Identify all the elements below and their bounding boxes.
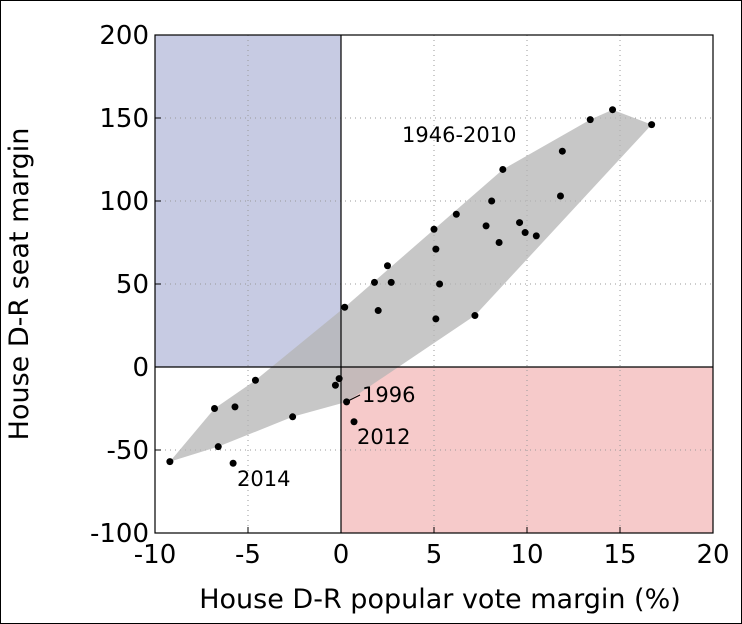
y-tick-label: -50 — [107, 436, 149, 466]
point — [214, 443, 222, 451]
point — [648, 121, 656, 129]
x-axis-label: House D-R popular vote margin (%) — [199, 584, 681, 615]
x-tick-label: -5 — [235, 540, 261, 570]
point — [609, 106, 617, 114]
x-tick-label: 20 — [696, 540, 729, 570]
point — [532, 232, 540, 240]
point — [482, 222, 490, 230]
x-tick-label: 5 — [426, 540, 443, 570]
point — [495, 239, 503, 246]
annotation: 2012 — [357, 425, 410, 449]
y-tick-label: 200 — [99, 21, 149, 51]
annotation: 1996 — [362, 383, 415, 407]
point — [556, 192, 564, 200]
point — [231, 403, 239, 411]
point — [335, 375, 343, 383]
y-tick-label: 100 — [99, 187, 149, 217]
annotation: 1946-2010 — [402, 123, 516, 147]
y-axis-label: House D-R seat margin — [4, 128, 35, 441]
point — [432, 245, 440, 253]
point — [331, 381, 339, 389]
point — [211, 405, 219, 412]
point — [251, 376, 259, 384]
x-tick-label: 0 — [333, 540, 350, 570]
point — [586, 116, 594, 124]
x-tick-label: -10 — [134, 540, 176, 570]
point — [430, 225, 438, 233]
quadrant-shade — [155, 35, 341, 367]
point — [471, 312, 479, 320]
y-tick-label: -100 — [90, 519, 149, 549]
x-tick-label: 15 — [603, 540, 636, 570]
point — [166, 458, 174, 466]
point — [521, 229, 529, 237]
point — [516, 219, 524, 227]
point — [343, 398, 351, 406]
point — [289, 413, 297, 421]
point — [558, 147, 566, 155]
point — [374, 307, 382, 315]
point — [452, 210, 460, 218]
point — [499, 165, 507, 173]
point — [370, 278, 378, 286]
x-tick-label: 10 — [510, 540, 543, 570]
point — [229, 459, 237, 467]
point — [488, 197, 496, 205]
point — [432, 315, 440, 323]
y-tick-label: 150 — [99, 104, 149, 134]
y-tick-label: 0 — [132, 353, 149, 383]
annotation-leader — [347, 394, 361, 402]
point — [387, 278, 395, 286]
hull-area — [169, 109, 652, 462]
y-tick-label: 50 — [116, 270, 149, 300]
annotation: 2014 — [237, 467, 290, 491]
point — [436, 280, 444, 288]
plot-area: -10 -5 0 5 10 15 20-100-500501001502001946-201… — [90, 21, 730, 570]
point — [384, 262, 391, 270]
point — [341, 303, 349, 311]
point — [350, 418, 358, 426]
